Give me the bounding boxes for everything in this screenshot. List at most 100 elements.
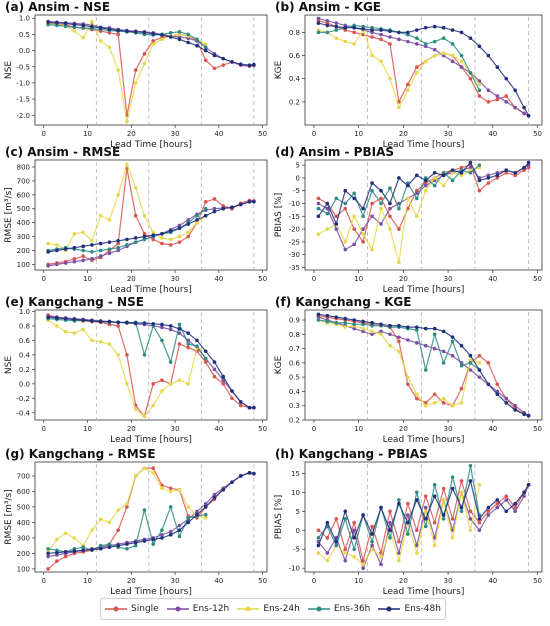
data-point-ens-12h (414, 341, 419, 345)
data-point-ens-24h (432, 543, 437, 548)
data-point-ens-36h (388, 536, 392, 540)
data-point-ens-24h (63, 329, 68, 334)
data-point-ens-48h (46, 315, 50, 320)
data-point-ens-48h (168, 35, 173, 39)
data-point-ens-24h (142, 213, 147, 218)
data-point-ens-48h (477, 368, 482, 372)
data-point-ens-48h (230, 480, 234, 484)
data-point-ens-24h (432, 176, 437, 180)
data-point-ens-48h (238, 400, 243, 404)
chart-panel-0: (a) Ansim - NSE 0 10 20 30 40 50 -2.0 -1.5 -1.0 -0… (4, 0, 268, 150)
data-point-ens-48h (343, 25, 348, 30)
y-tick-label: -25 (289, 238, 300, 246)
data-point-ens-36h (160, 528, 164, 532)
y-tick-label: 0.4 (289, 75, 301, 83)
y-tick-label: 400 (17, 519, 30, 527)
data-point-ens-36h (203, 512, 208, 517)
data-point-ens-36h (186, 515, 191, 520)
x-tick-label: 0 (42, 275, 46, 283)
data-point-single (379, 196, 383, 201)
x-tick-label: 30 (444, 130, 453, 138)
series-line-ens-24h (47, 467, 206, 553)
data-point-ens-48h (450, 168, 455, 173)
data-point-ens-48h (72, 245, 77, 250)
x-tick-label: 10 (354, 130, 363, 138)
y-tick-label: 5 (296, 162, 300, 170)
data-point-ens-24h (168, 382, 173, 386)
data-point-ens-48h (90, 243, 94, 247)
y-axis-label: NSE (4, 61, 14, 79)
data-point-ens-48h (125, 320, 129, 325)
data-point-ens-12h (203, 502, 208, 506)
data-point-ens-12h (513, 509, 517, 514)
data-point-ens-48h (72, 22, 77, 27)
data-point-ens-12h (388, 332, 392, 337)
y-tick-label: -30 (289, 251, 300, 259)
chart-title: (d) Ansim - PBIAS (275, 145, 394, 159)
data-point-ens-36h (352, 322, 356, 327)
data-point-single (397, 339, 401, 344)
data-point-single (423, 494, 428, 498)
data-point-ens-48h (504, 76, 509, 81)
data-point-single (334, 214, 339, 219)
series-line-ens-24h (318, 167, 480, 263)
series-line-single (318, 315, 529, 417)
data-point-ens-36h (388, 186, 392, 190)
y-tick-label: 1.0 (19, 15, 30, 23)
data-point-ens-24h (477, 82, 482, 87)
data-point-ens-24h (468, 168, 473, 173)
data-point-single (316, 196, 321, 201)
data-point-ens-36h (352, 191, 356, 196)
data-point-ens-36h (325, 30, 330, 35)
series-line-single (48, 22, 255, 116)
data-point-ens-48h (522, 165, 526, 170)
data-point-ens-24h (168, 489, 173, 494)
x-tick-label: 20 (399, 130, 408, 138)
data-point-ens-12h (325, 206, 330, 211)
data-point-ens-12h (177, 523, 182, 528)
x-tick-label: 30 (444, 425, 453, 433)
series-line-ens-24h (48, 162, 207, 252)
data-point-ens-24h (160, 486, 164, 491)
data-point-ens-48h (468, 353, 473, 358)
data-point-ens-48h (361, 319, 365, 324)
data-point-single (495, 501, 500, 506)
data-point-ens-48h (522, 490, 526, 495)
data-point-ens-48h (423, 178, 428, 183)
data-point-ens-48h (343, 316, 348, 321)
x-tick-label: 0 (312, 425, 316, 433)
data-point-ens-36h (325, 211, 330, 216)
data-point-ens-24h (72, 231, 77, 236)
y-tick-label: 0.0 (19, 380, 30, 388)
data-point-ens-48h (370, 321, 374, 325)
data-point-ens-36h (316, 318, 321, 322)
data-point-single (441, 486, 446, 491)
y-axis-label: NSE (4, 356, 14, 374)
data-point-ens-36h (334, 543, 339, 548)
data-point-ens-12h (316, 16, 321, 21)
data-point-ens-12h (522, 494, 526, 498)
data-point-single (432, 520, 437, 525)
data-point-ens-24h (397, 349, 401, 354)
data-point-ens-48h (432, 24, 437, 29)
data-point-ens-36h (203, 356, 208, 361)
data-point-single (125, 505, 129, 509)
data-point-single (142, 52, 147, 56)
x-tick-label: 0 (42, 577, 46, 585)
data-point-single (388, 42, 392, 46)
legend-item: Ens-24h (237, 604, 300, 614)
data-point-ens-12h (334, 227, 339, 231)
x-tick-label: 40 (214, 425, 223, 433)
x-tick-label: 50 (533, 425, 542, 433)
data-point-ens-48h (81, 23, 85, 28)
plot-frame (34, 309, 268, 421)
x-axis-label: Lead Time [hours] (383, 587, 465, 597)
data-point-ens-12h (195, 509, 199, 514)
data-point-ens-48h (526, 160, 531, 165)
data-point-ens-12h (63, 261, 68, 265)
data-point-single (477, 353, 482, 358)
data-point-ens-48h (522, 412, 526, 417)
data-point-ens-48h (432, 326, 437, 331)
data-point-ens-48h (397, 176, 401, 180)
data-point-ens-36h (468, 71, 473, 75)
